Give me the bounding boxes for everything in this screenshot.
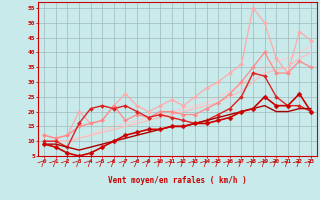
X-axis label: Vent moyen/en rafales ( km/h ): Vent moyen/en rafales ( km/h ) xyxy=(108,176,247,185)
